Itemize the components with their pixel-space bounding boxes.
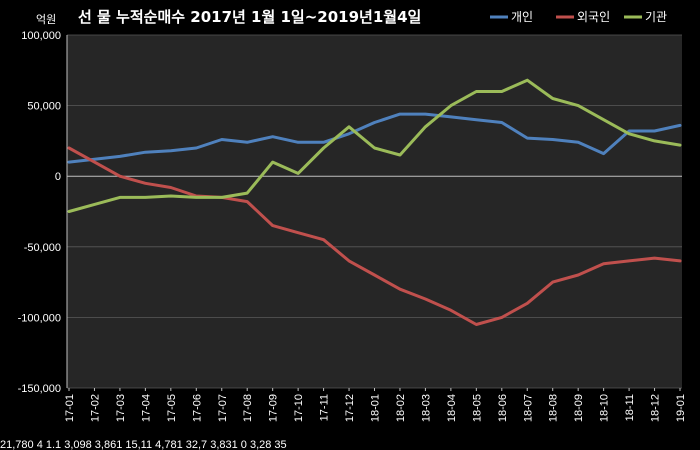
footer-table-row: 21,780 4 1.1 3,098 3,861 15,11 4,781 32,… [0, 440, 287, 450]
y-axis-ticks: 100,000 50,000 0 -50,000 -100,000 -150,000 [18, 30, 61, 395]
x-axis-ticks: 17-01 17-02 17-03 17-04 17-05 17-06 17-07 17-08… [64, 388, 687, 422]
x-tick-label: 18-03 [420, 394, 432, 422]
legend-label: 개인 [511, 10, 533, 24]
x-tick-label: 18-09 [573, 394, 585, 422]
x-tick-label: 17-05 [166, 394, 178, 422]
x-tick-label: 18-10 [599, 394, 611, 422]
x-tick-label: 18-05 [471, 394, 483, 422]
x-tick-label: 17-09 [268, 394, 280, 422]
x-tick-label: 18-04 [446, 394, 458, 422]
x-tick-label: 17-10 [293, 394, 305, 422]
y-tick-label: -150,000 [18, 383, 61, 395]
y-tick-label: 0 [55, 171, 61, 183]
series-lines [67, 78, 682, 326]
x-tick-label: 19-01 [675, 394, 687, 422]
chart-title: 선 물 누적순매수 2017년 1월 1일~2019년1월4일 [78, 8, 421, 26]
x-tick-label: 17-06 [191, 394, 203, 422]
x-tick-label: 18-02 [395, 394, 407, 422]
x-tick-label: 17-07 [217, 394, 229, 422]
x-tick-label: 17-12 [344, 394, 356, 422]
x-tick-label: 17-04 [140, 394, 152, 422]
x-tick-label: 18-08 [548, 394, 560, 422]
series-line-0 [67, 112, 682, 164]
plot-area [67, 35, 682, 388]
x-tick-label: 18-07 [522, 394, 534, 422]
legend-label: 기관 [645, 10, 667, 24]
x-tick-label: 18-06 [497, 394, 509, 422]
series-line-1 [67, 146, 682, 326]
y-tick-label: 100,000 [21, 30, 61, 42]
x-tick-label: 17-02 [89, 394, 101, 422]
x-tick-label: 17-08 [242, 394, 254, 422]
y-tick-label: -100,000 [18, 312, 61, 324]
x-tick-label: 17-03 [115, 394, 127, 422]
y-axis-unit-label: 억원 [36, 13, 56, 26]
x-tick-label: 18-11 [624, 394, 636, 421]
x-tick-label: 17-11 [319, 394, 331, 421]
legend: 개인 외국인 기관 [490, 10, 667, 24]
y-tick-label: 50,000 [27, 101, 61, 113]
x-tick-label: 18-01 [370, 394, 382, 422]
series-line-2 [67, 78, 682, 213]
legend-label: 외국인 [577, 10, 610, 24]
x-tick-label: 17-01 [64, 394, 76, 422]
x-tick-label: 18-12 [650, 394, 662, 422]
y-tick-label: -50,000 [24, 242, 61, 254]
